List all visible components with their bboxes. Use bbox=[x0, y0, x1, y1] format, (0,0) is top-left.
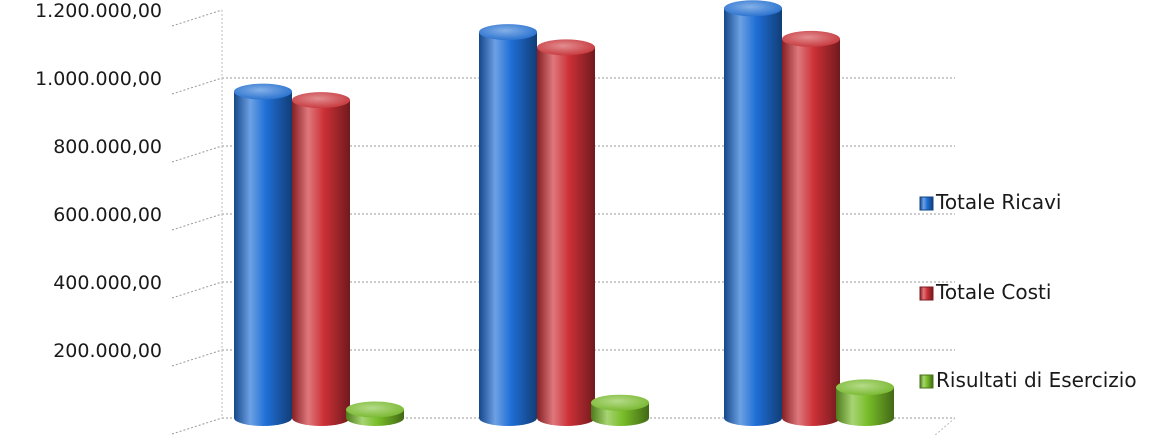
bar bbox=[292, 92, 350, 426]
bar-top bbox=[724, 0, 782, 17]
bar-body bbox=[479, 32, 537, 426]
gridline-side bbox=[171, 145, 223, 163]
bar bbox=[591, 394, 649, 426]
bar-body bbox=[234, 91, 292, 426]
legend-item: Risultati di Esercizio bbox=[919, 368, 1137, 392]
y-tick-label: 1.000.000,00 bbox=[35, 68, 162, 90]
gridline-side bbox=[171, 349, 223, 367]
gridline-side bbox=[171, 77, 223, 95]
bar-body bbox=[782, 38, 840, 427]
bar bbox=[537, 39, 595, 427]
grid bbox=[171, 9, 956, 435]
bar bbox=[836, 379, 894, 426]
bar bbox=[479, 24, 537, 426]
y-tick-label: 1.200.000,00 bbox=[35, 0, 162, 22]
y-tick-label: 600.000,00 bbox=[53, 204, 162, 226]
y-tick-label: 200.000,00 bbox=[53, 340, 162, 362]
bar-body bbox=[292, 100, 350, 426]
bar-top bbox=[836, 379, 894, 396]
bar-body bbox=[836, 387, 894, 426]
legend-item: Totale Costi bbox=[919, 280, 1051, 304]
bar-top bbox=[537, 39, 595, 56]
bar bbox=[724, 0, 782, 427]
y-tick-label: 400.000,00 bbox=[53, 272, 162, 294]
bar-top bbox=[234, 83, 292, 100]
gridline-side bbox=[171, 281, 223, 299]
bar bbox=[234, 83, 292, 426]
bar-top bbox=[782, 30, 840, 47]
bar-top bbox=[479, 24, 537, 41]
legend-label: Risultati di Esercizio bbox=[936, 368, 1137, 392]
bar-top bbox=[346, 401, 404, 418]
legend-swatch bbox=[919, 196, 934, 211]
legend: Totale Ricavi Totale Costi Risultati di Es… bbox=[919, 190, 1137, 392]
bar-top bbox=[591, 394, 649, 411]
bars bbox=[234, 0, 894, 427]
legend-label: Totale Costi bbox=[935, 280, 1051, 304]
bar bbox=[346, 401, 404, 426]
floor-edge bbox=[934, 417, 956, 435]
y-tick-label: 800.000,00 bbox=[53, 136, 162, 158]
bar bbox=[782, 30, 840, 427]
legend-swatch bbox=[919, 374, 934, 389]
gridline-side bbox=[171, 417, 223, 435]
bar-top bbox=[292, 92, 350, 109]
legend-swatch bbox=[919, 286, 934, 301]
gridline-side bbox=[171, 9, 223, 27]
bar-body bbox=[724, 8, 782, 427]
legend-item: Totale Ricavi bbox=[919, 190, 1061, 214]
gridline-side bbox=[171, 213, 223, 231]
y-axis-ticks: 200.000,00 400.000,00 600.000,00 800.000,00… bbox=[35, 0, 162, 362]
legend-label: Totale Ricavi bbox=[935, 190, 1061, 214]
bar-body bbox=[537, 47, 595, 427]
